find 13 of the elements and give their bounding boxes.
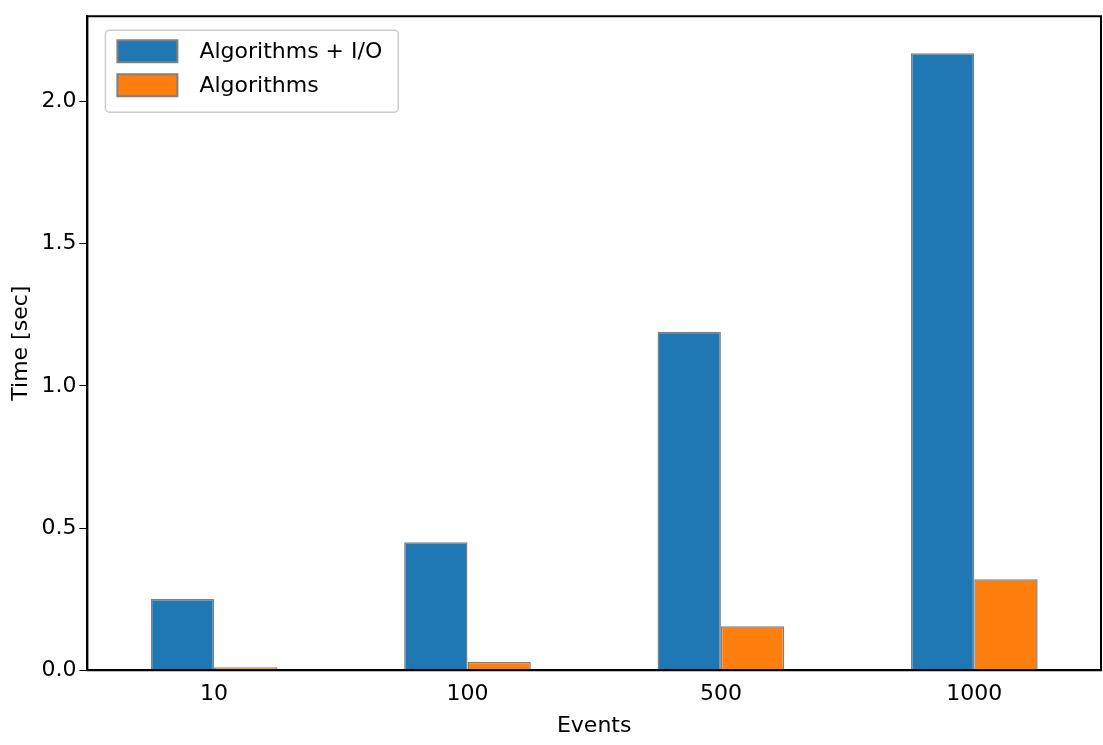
legend-label: Algorithms + I/O xyxy=(199,37,383,63)
y-axis-title: Time [sec] xyxy=(6,285,32,402)
y-tick-label: 0.5 xyxy=(41,513,77,539)
x-tick-label: 100 xyxy=(446,680,489,706)
x-tick-label: 1000 xyxy=(946,680,1003,706)
x-axis-title: Events xyxy=(556,711,632,737)
y-tick-label: 1.5 xyxy=(41,229,77,255)
x-tick-label: 10 xyxy=(200,680,229,706)
y-tick-label: 0.0 xyxy=(41,655,77,681)
x-tick-label: 500 xyxy=(699,680,742,706)
legend-label: Algorithms xyxy=(199,71,319,97)
y-tick-label: 2.0 xyxy=(41,87,77,113)
y-tick-label: 1.0 xyxy=(41,371,77,397)
